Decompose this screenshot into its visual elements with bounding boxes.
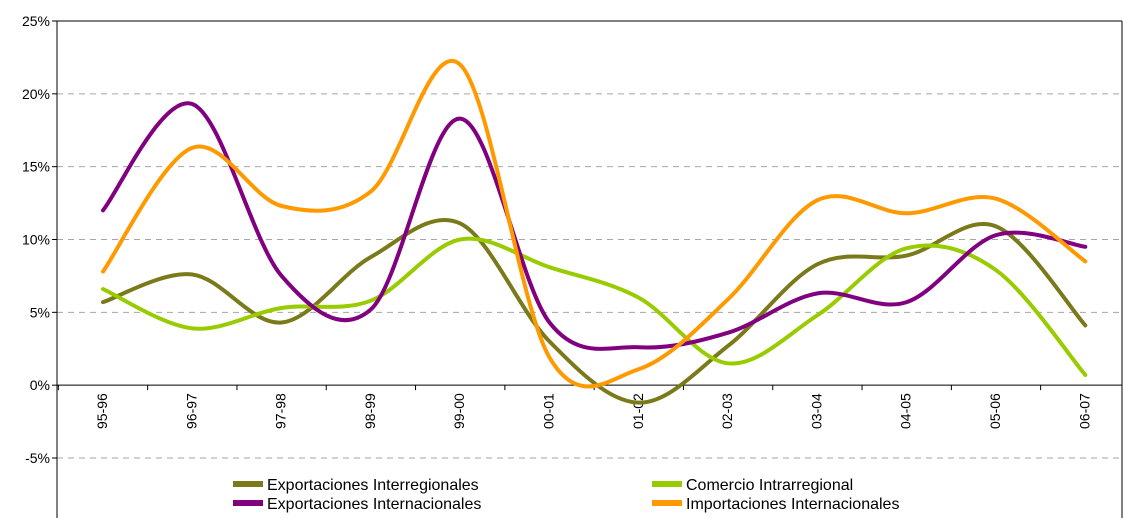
x-tick-label: 03-04 [808,393,824,429]
x-tick-label: 99-00 [451,393,467,429]
series-line-3 [101,101,1088,351]
x-tick-label: 06-07 [1076,393,1092,429]
y-tick-label: 20% [22,86,50,102]
y-axis-ticks: -5% 0% 5% 10% 15% 20% 25% [22,13,57,466]
x-tick-label: 02-03 [719,393,735,429]
x-axis-ticks: 95-96 96-97 97-98 98-99 99-00 00-01 01-02 02-03… [57,385,1092,429]
series-lines [101,59,1088,405]
y-tick-label: 25% [22,13,50,29]
legend-label: Comercio Intrarregional [686,477,853,494]
y-tick-label: 10% [22,232,50,248]
plot-frame [56,20,1123,518]
x-tick-label: 96-97 [183,393,199,429]
y-tick-label: 0% [30,377,50,393]
legend-label: Importaciones Internacionales [686,496,899,513]
series-line-2 [101,236,1088,377]
y-tick-label: 15% [22,159,50,175]
x-tick-label: 00-01 [541,393,557,429]
x-tick-label: 97-98 [273,393,289,429]
series-line-1 [101,217,1088,405]
gridlines [57,20,1122,459]
x-tick-label: 04-05 [898,393,914,429]
legend-label: Exportaciones Internacionales [267,496,481,513]
x-tick-label: 01-02 [630,393,646,429]
y-tick-label: 5% [30,304,50,320]
y-tick-label: -5% [25,450,50,466]
legend: Exportaciones Interregionales Comercio In… [233,477,899,513]
legend-label: Exportaciones Interregionales [267,477,479,494]
x-tick-label: 98-99 [362,393,378,429]
series-line-4 [101,59,1088,389]
x-tick-label: 05-06 [987,393,1003,429]
x-tick-label: 95-96 [94,393,110,429]
